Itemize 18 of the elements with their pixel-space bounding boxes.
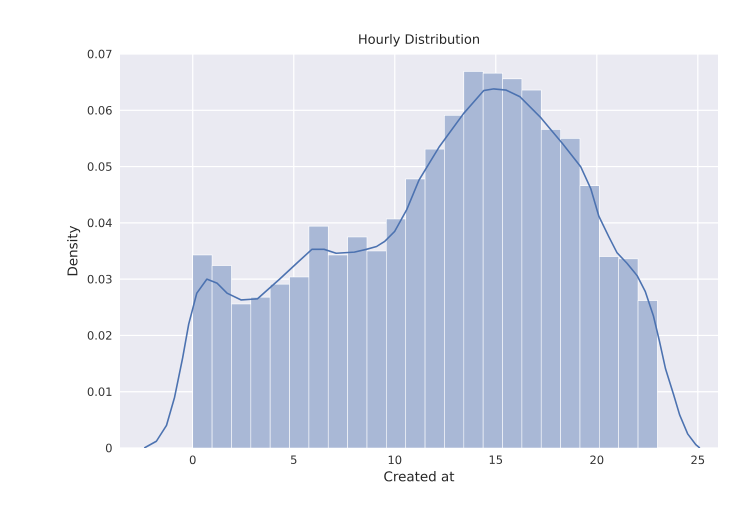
x-tick-label: 5 (290, 456, 296, 464)
x-tick-label: 20 (590, 456, 604, 464)
y-tick-label: 0.06 (88, 106, 112, 115)
y-tick-label: 0.07 (88, 50, 112, 58)
y-tick-label: 0.01 (88, 387, 112, 396)
x-tick-label: 25 (691, 456, 704, 464)
x-axis-title: Created at (384, 471, 454, 482)
y-axis-title: Density (67, 226, 80, 276)
y-tick-label: 0.05 (88, 162, 112, 171)
y-tick-label: 0 (106, 444, 112, 452)
y-tick-label: 0.04 (88, 218, 112, 228)
x-tick-label: 15 (490, 456, 502, 464)
x-tick-label: 10 (388, 456, 402, 464)
chart-title: Hourly Distribution (359, 34, 479, 46)
y-tick-label: 0.02 (88, 331, 112, 340)
line-series (143, 88, 701, 448)
x-tick-label: 0 (190, 456, 196, 464)
y-tick-label: 0.03 (88, 274, 112, 284)
